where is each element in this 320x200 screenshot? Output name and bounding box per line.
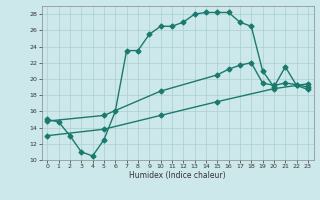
X-axis label: Humidex (Indice chaleur): Humidex (Indice chaleur) — [129, 171, 226, 180]
